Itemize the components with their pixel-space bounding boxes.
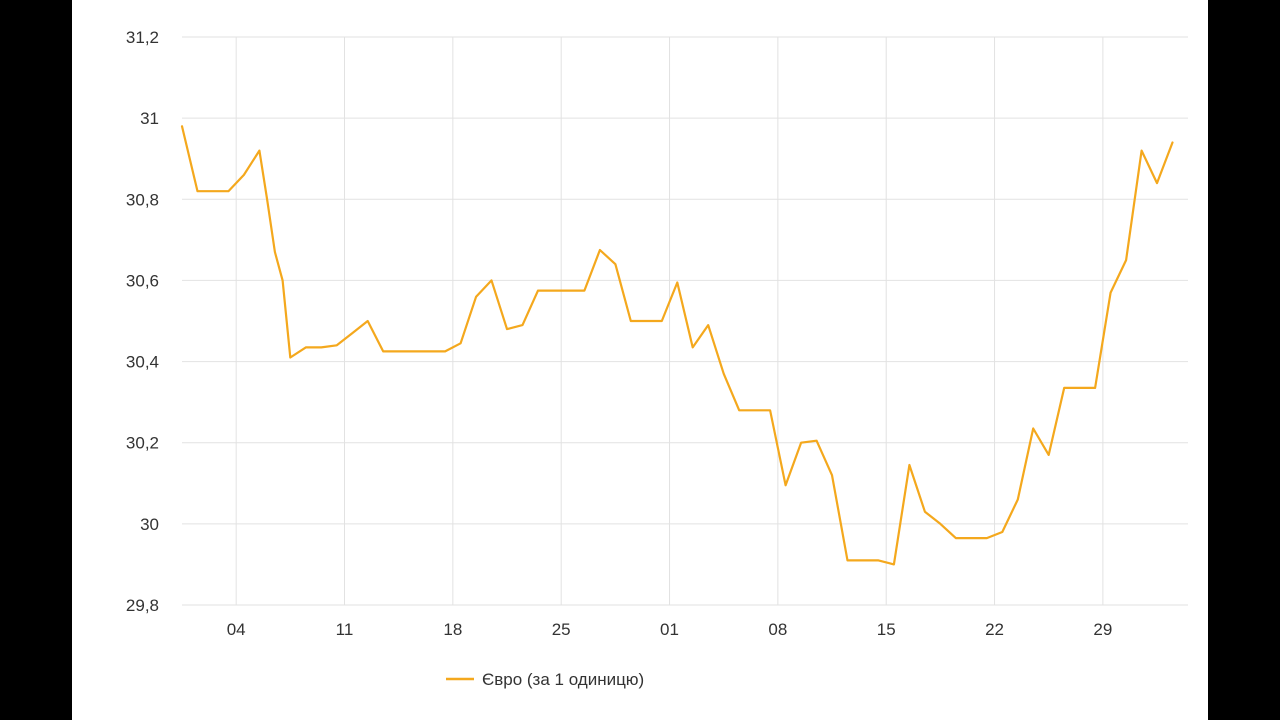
x-axis-ticks: 04 11 18 25 01 08 15 22 29	[227, 620, 1113, 639]
x-tick-label: 29	[1093, 620, 1112, 639]
y-tick-label: 31	[140, 109, 159, 128]
x-tick-label: 25	[552, 620, 571, 639]
y-tick-label: 29,8	[126, 596, 159, 615]
legend-label-euro: Євро (за 1 одиницю)	[482, 670, 644, 689]
y-tick-label: 30	[140, 515, 159, 534]
y-tick-label: 30,8	[126, 190, 159, 209]
x-tick-label: 15	[877, 620, 896, 639]
legend[interactable]: Євро (за 1 одиницю)	[446, 670, 644, 689]
y-tick-label: 30,6	[126, 271, 159, 290]
x-tick-label: 22	[985, 620, 1004, 639]
x-tick-label: 11	[336, 620, 354, 639]
y-tick-label: 31,2	[126, 28, 159, 47]
y-tick-label: 30,2	[126, 434, 159, 453]
x-tick-label: 01	[660, 620, 679, 639]
y-axis-ticks: 31,2 31 30,8 30,6 30,4 30,2 30 29,8	[126, 28, 159, 615]
chart-panel: 31,2 31 30,8 30,6 30,4 30,2 30 29,8 04 11 18 25 01 0…	[72, 0, 1208, 720]
series	[180, 125, 1174, 566]
x-tick-label: 18	[443, 620, 462, 639]
x-tick-label: 08	[768, 620, 787, 639]
y-tick-label: 30,4	[126, 353, 159, 372]
x-tick-label: 04	[227, 620, 246, 639]
grid	[182, 36, 1188, 606]
series-line-euro[interactable]	[180, 125, 1174, 566]
